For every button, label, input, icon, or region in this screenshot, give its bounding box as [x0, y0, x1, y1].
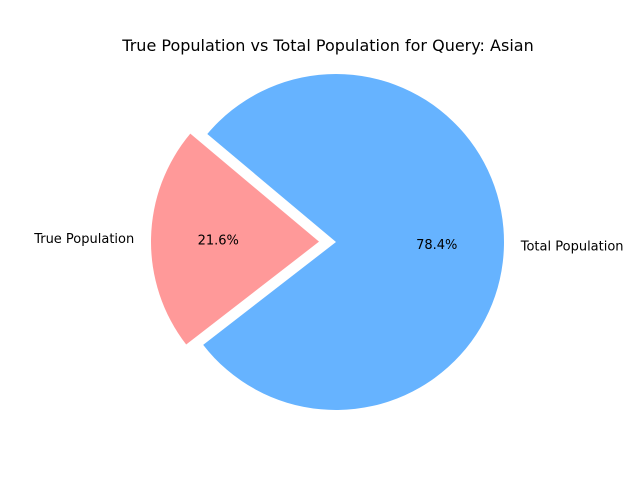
- slice-label-true-population: True Population: [33, 232, 134, 247]
- pie-slices: [151, 74, 504, 411]
- chart-title: True Population vs Total Population for …: [121, 36, 533, 55]
- slice-label-total-population: Total Population: [520, 240, 624, 255]
- pct-label-true-population: 21.6%: [198, 234, 239, 249]
- pie-labels: True Population 21.6% Total Population 78.4…: [33, 232, 623, 255]
- pie-slice-true-population: [151, 133, 320, 345]
- pie-slice-total-population: [203, 74, 504, 411]
- pct-label-total-population: 78.4%: [416, 238, 457, 253]
